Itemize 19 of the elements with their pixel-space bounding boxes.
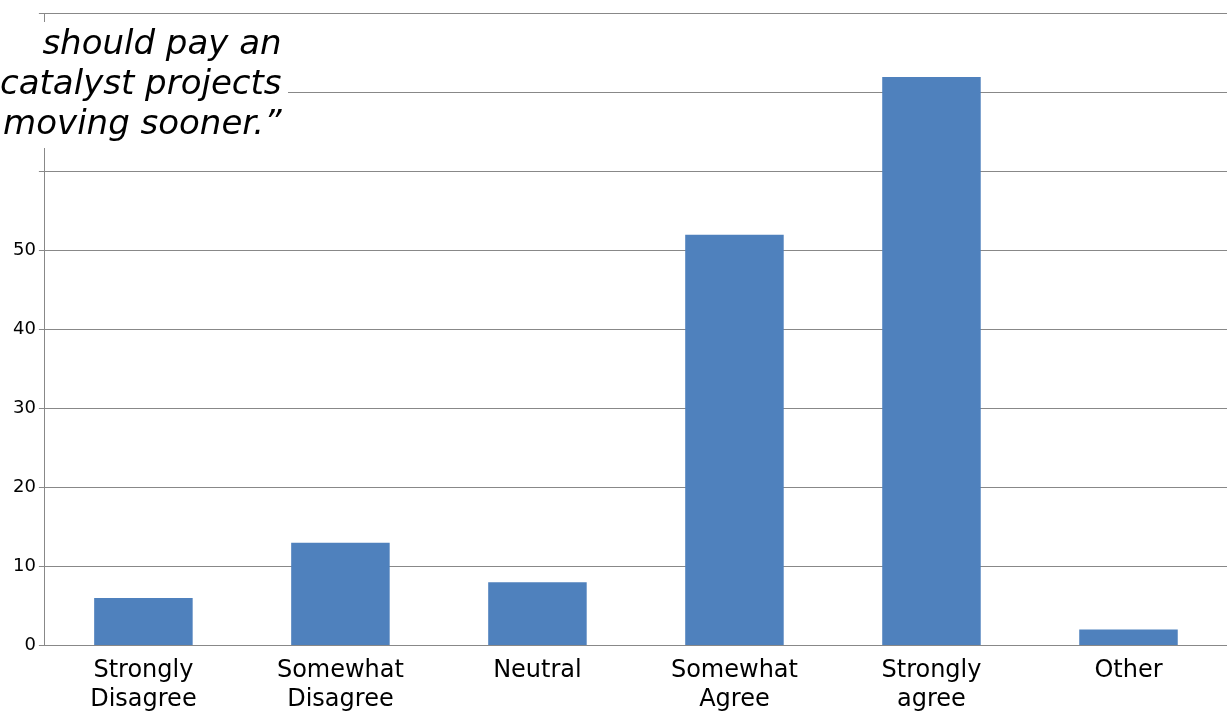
x-tick-label: Somewhat Agree bbox=[670, 655, 798, 712]
bar bbox=[685, 234, 784, 645]
bar bbox=[1079, 629, 1178, 645]
annotation: should pay an catalyst projects moving sooner.” bbox=[0, 22, 288, 148]
x-tick-label: Somewhat Disagree bbox=[276, 655, 404, 712]
y-tick-label: 20 bbox=[13, 475, 36, 497]
x-tick-label: Strongly Disagree bbox=[90, 655, 197, 712]
y-tick-label: 40 bbox=[13, 317, 36, 339]
x-tick-label: Strongly agree bbox=[881, 655, 982, 712]
y-tick-label: 0 bbox=[24, 633, 36, 655]
bar bbox=[94, 598, 193, 645]
y-tick-label: 10 bbox=[13, 554, 36, 576]
y-tick-label: 50 bbox=[13, 238, 36, 260]
bar bbox=[291, 542, 390, 645]
x-tick-label: Other bbox=[1094, 655, 1163, 684]
bar bbox=[488, 582, 587, 645]
bar bbox=[882, 76, 981, 645]
y-tick-label: 30 bbox=[13, 396, 36, 418]
x-tick-label: Neutral bbox=[493, 655, 582, 684]
